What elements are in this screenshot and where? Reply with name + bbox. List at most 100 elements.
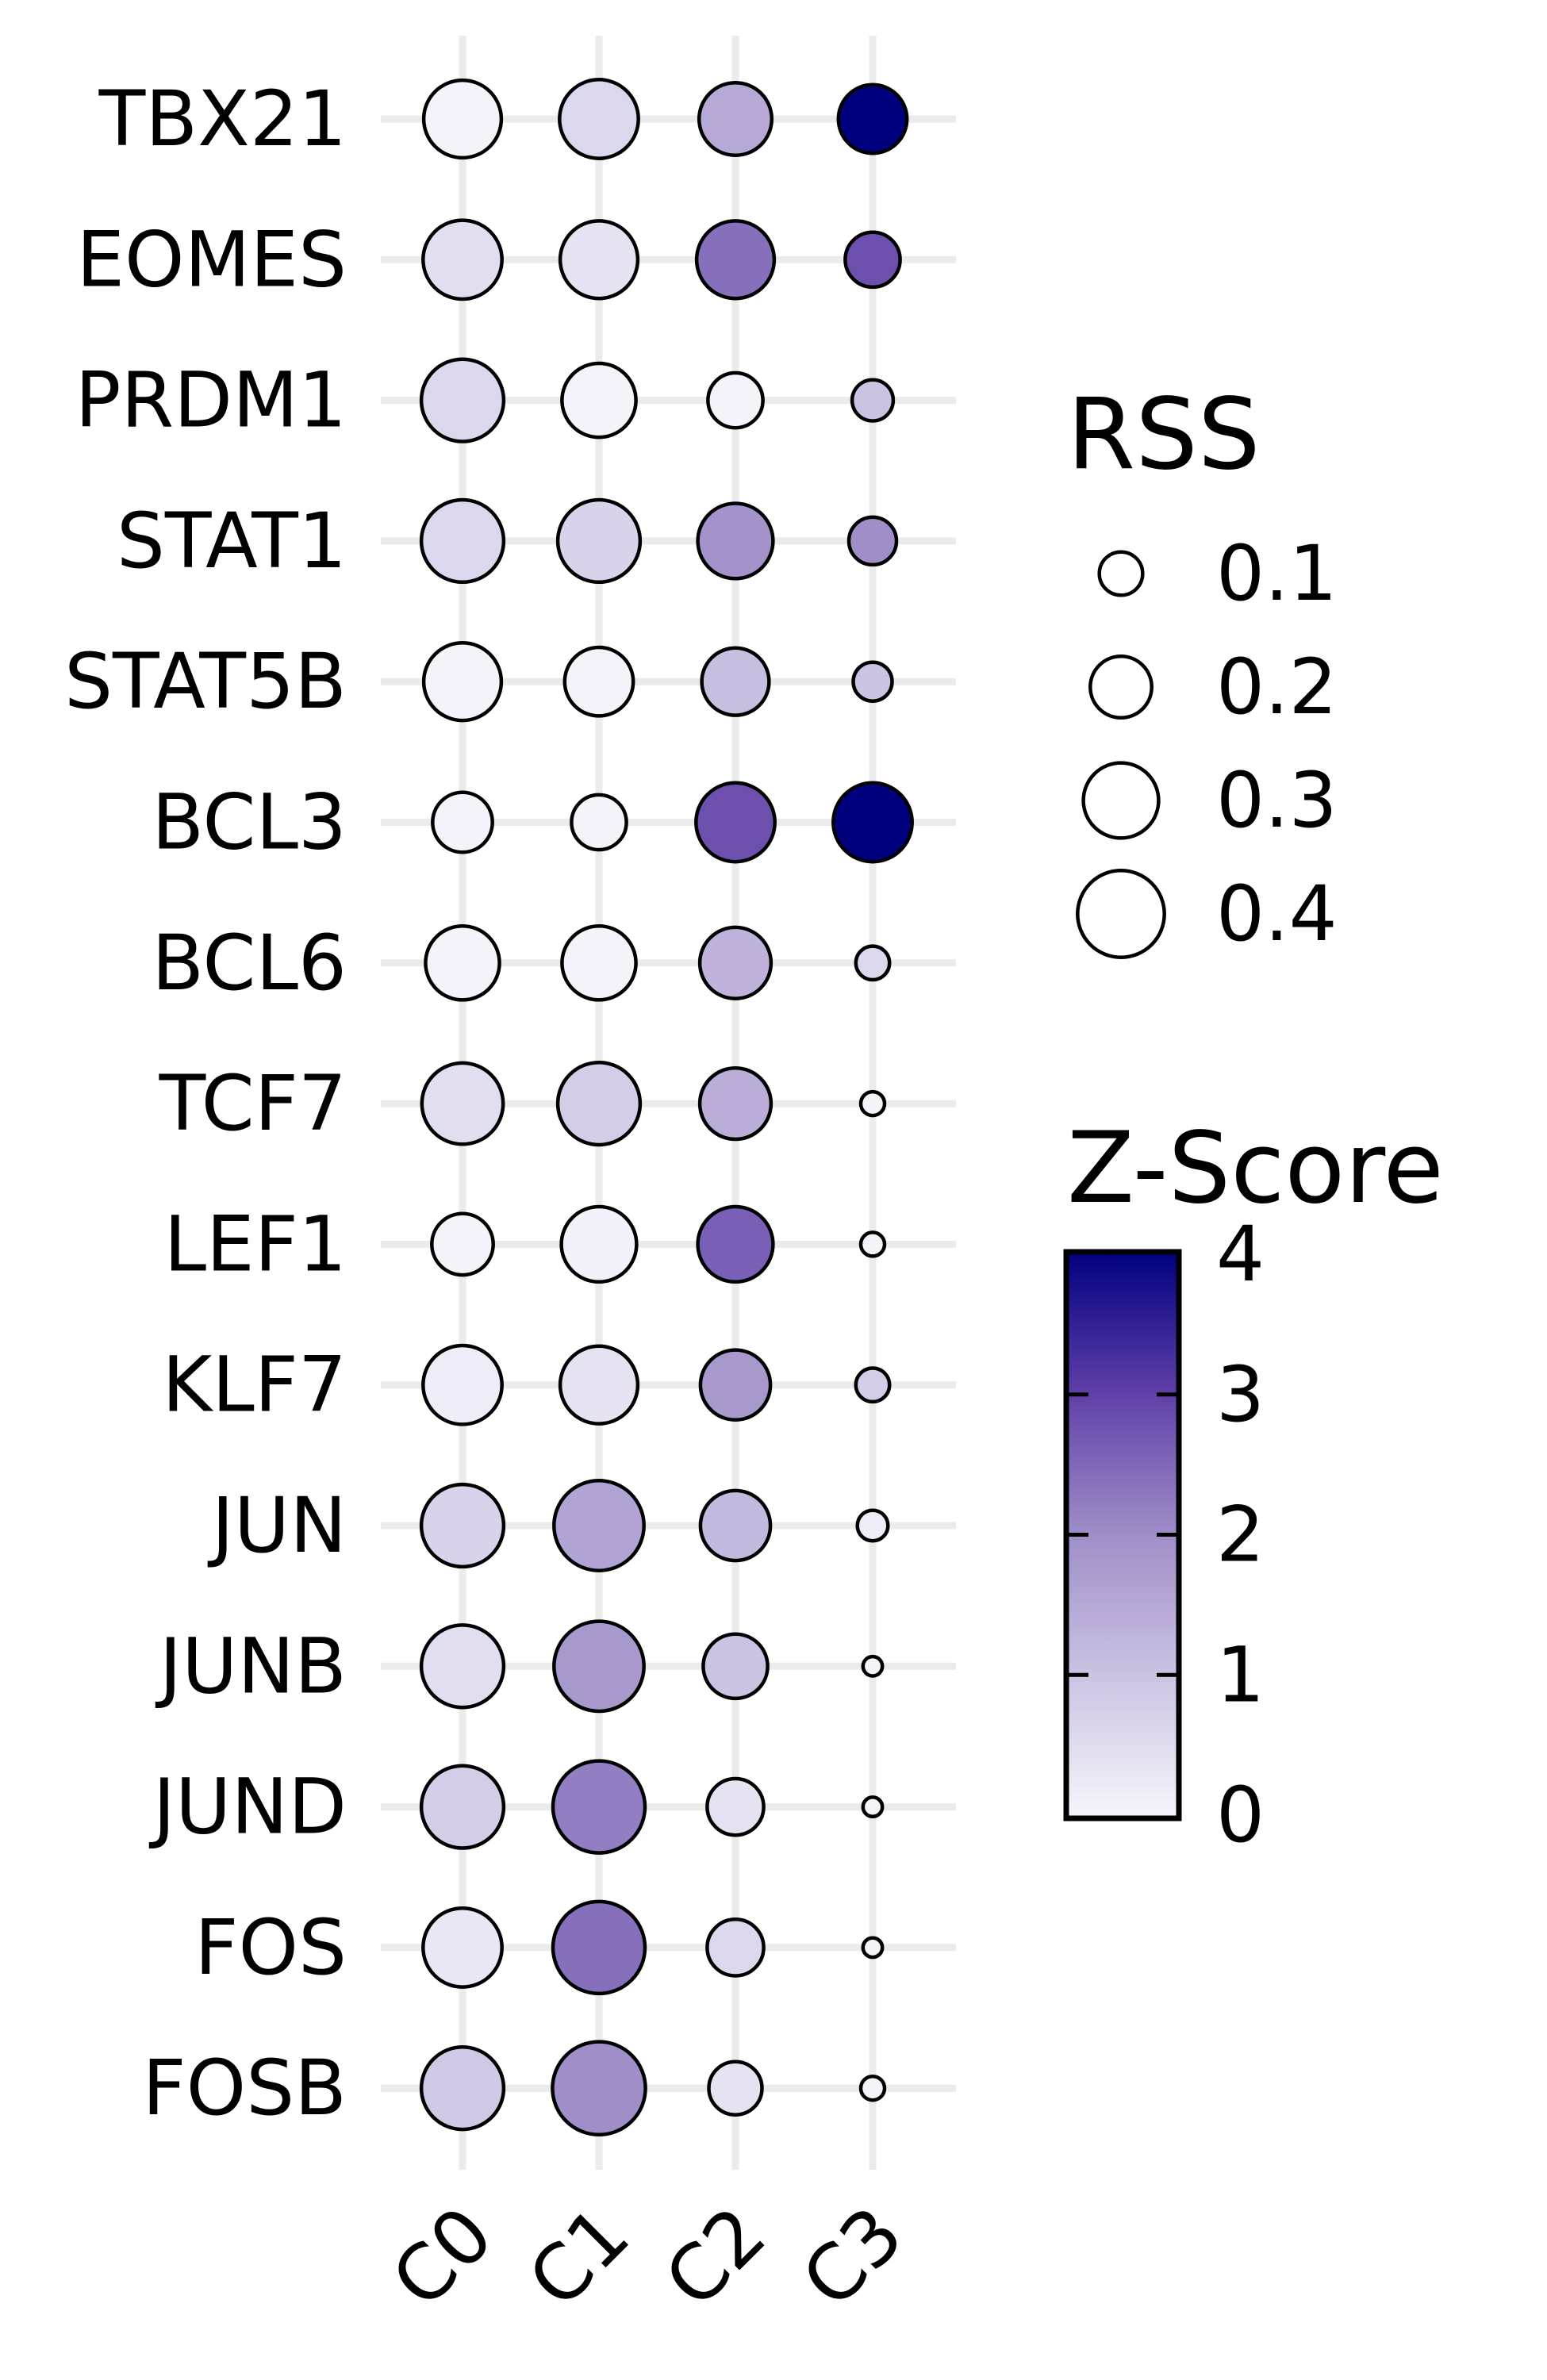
size-legend-label: 0.3 [1216,756,1338,845]
dot-bcl3-c0 [431,790,494,854]
dot-jund-c1 [551,1759,647,1855]
dot-stat5b-c1 [562,645,635,718]
dot-stat5b-c2 [700,646,771,717]
dot-stat1-c3 [846,515,899,567]
dot-junb-c3 [861,1654,885,1678]
dot-tbx21-c1 [558,78,640,160]
dot-junb-c2 [701,1632,770,1701]
color-bar-label: 0 [1216,1771,1265,1860]
dot-lef1-c0 [430,1211,495,1277]
dots [419,78,914,2137]
dot-fos-c1 [551,1899,647,1996]
dot-fosb-c1 [551,2040,647,2137]
dot-jund-c0 [419,1764,506,1850]
color-legend-title: Z-Score [1067,1111,1444,1226]
size-legend-key [1081,761,1161,840]
cluster-label: C1 [512,2190,647,2324]
size-legend-title: RSS [1067,378,1261,492]
dot-tcf7-c2 [697,1065,774,1142]
dot-jun-c1 [552,1479,646,1572]
dot-bcl6-c1 [560,923,638,1002]
color-bar-label: 1 [1216,1630,1265,1719]
gene-label: TCF7 [159,1059,347,1148]
dot-klf7-c1 [558,1344,640,1426]
gene-label: BCL3 [152,778,347,867]
dot-tbx21-c2 [697,80,774,158]
dot-lef1-c3 [858,1230,887,1258]
dot-bcl6-c2 [697,925,774,1000]
color-bar-label: 4 [1216,1210,1265,1299]
dot-fos-c2 [705,1917,766,1978]
dot-stat1-c0 [419,497,506,585]
dot-tbx21-c3 [836,83,909,155]
cluster-label: C0 [375,2190,510,2324]
dot-fos-c3 [861,1936,885,1960]
cluster-label: C2 [648,2190,783,2324]
dot-klf7-c0 [421,1343,504,1426]
color-legend: Z-Score 0 1 2 3 4 [1063,1111,1444,1860]
dot-stat5b-c0 [421,641,504,723]
dot-jund-c2 [705,1776,766,1837]
gene-label: JUNB [155,1622,347,1710]
gene-label: BCL6 [152,919,347,1008]
dot-stat5b-c3 [851,660,894,703]
gene-label: TBX21 [98,75,347,163]
dot-tcf7-c3 [858,1089,887,1118]
dot-bcl3-c1 [570,793,628,852]
dot-jun-c3 [855,1508,890,1543]
gene-label: KLF7 [162,1341,347,1430]
size-legend-label: 0.1 [1216,529,1338,618]
gene-label: STAT5B [64,637,347,726]
dot-eomes-c1 [558,219,640,301]
color-bar-label: 3 [1216,1350,1265,1439]
gene-axis-labels: TBX21 EOMES PRDM1 STAT1 STAT5B BCL3 BCL6 TCF7 LE… [64,75,347,2132]
dot-prdm1-c0 [419,357,506,443]
size-legend: RSS 0.1 0.2 0.3 0.4 [1067,378,1338,959]
dot-tcf7-c0 [420,1061,505,1146]
dot-jund-c3 [861,1795,885,1819]
dot-eomes-c0 [421,218,504,301]
gene-label: LEF1 [164,1200,347,1288]
dot-klf7-c3 [854,1366,892,1404]
dot-fosb-c0 [419,2045,506,2132]
dot-fos-c0 [421,1906,504,1989]
size-legend-key [1088,654,1154,720]
gene-label: FOS [194,1903,347,1992]
gene-label: STAT1 [117,497,347,585]
dot-eomes-c2 [694,219,777,301]
dot-stat1-c2 [696,501,775,581]
dot-bcl3-c3 [831,781,914,864]
gene-label: FOSB [142,2044,347,2132]
size-legend-label: 0.2 [1216,643,1338,731]
dot-fosb-c3 [858,2074,887,2102]
cluster-label: C3 [785,2190,920,2324]
size-legend-label: 0.4 [1216,869,1338,958]
dot-jun-c0 [419,1482,506,1569]
dot-fosb-c2 [707,2059,764,2117]
dot-eomes-c3 [843,230,902,290]
size-legend-key [1076,869,1166,959]
dot-lef1-c1 [559,1204,639,1284]
dot-junb-c0 [419,1623,506,1710]
gene-label: PRDM1 [75,356,347,445]
dot-bcl6-c0 [424,923,501,1002]
dot-tcf7-c1 [555,1060,643,1147]
dot-prdm1-c3 [850,378,896,423]
dot-jun-c2 [698,1488,773,1563]
dot-lef1-c2 [696,1204,775,1284]
color-bar-label: 2 [1216,1491,1265,1580]
cluster-axis-labels: C0 C1 C2 C3 [375,2190,920,2324]
dot-stat1-c1 [555,497,643,585]
size-legend-key [1097,550,1145,597]
dot-tbx21-c0 [421,78,504,160]
dot-junb-c1 [552,1619,646,1714]
dot-prdm1-c2 [706,370,765,430]
dot-bcl6-c3 [854,944,892,982]
dot-klf7-c2 [698,1348,773,1422]
gene-label: JUN [208,1481,347,1570]
gene-label: JUND [149,1763,347,1852]
dot-prdm1-c1 [560,361,638,440]
dot-bcl3-c2 [694,781,777,864]
gene-label: EOMES [76,215,347,304]
